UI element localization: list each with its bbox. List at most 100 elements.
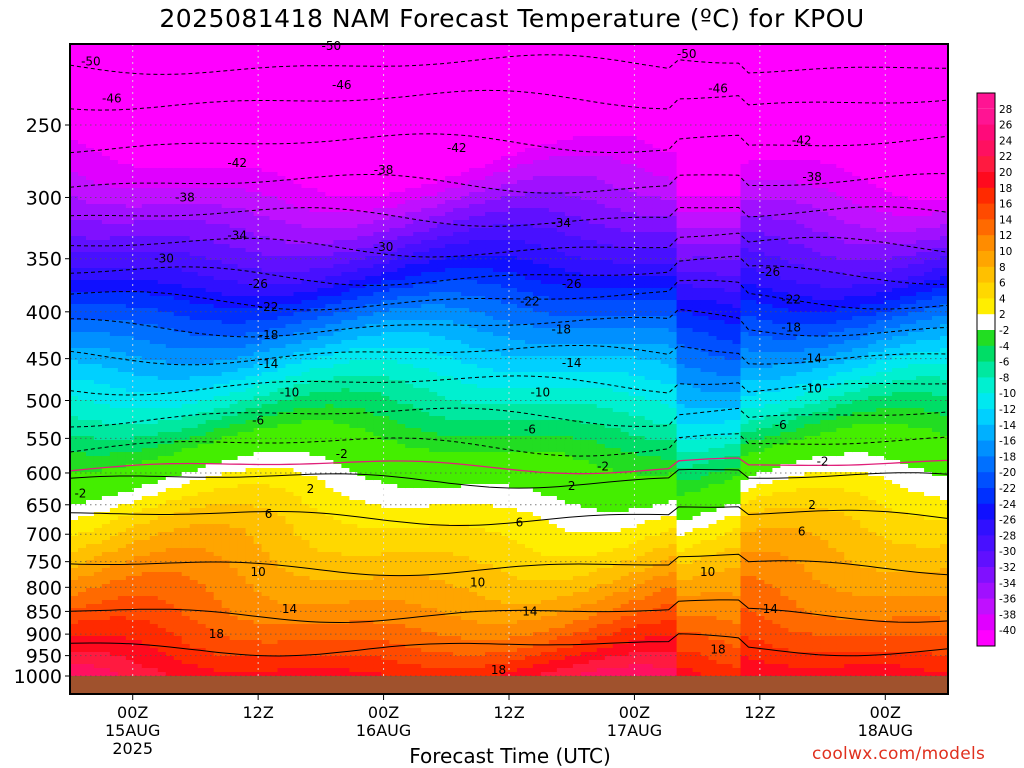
temperature-cell — [78, 224, 87, 229]
temperature-cell — [309, 600, 319, 605]
temperature-cell — [269, 452, 279, 457]
temperature-cell — [117, 324, 127, 329]
temperature-cell — [133, 292, 143, 297]
temperature-cell — [189, 152, 199, 157]
temperature-cell — [285, 432, 295, 437]
temperature-cell — [117, 548, 127, 553]
temperature-cell — [253, 220, 263, 225]
temperature-cell — [78, 132, 87, 137]
temperature-cell — [205, 536, 215, 541]
temperature-cell — [197, 464, 207, 469]
temperature-cell — [245, 72, 255, 77]
temperature-cell — [70, 232, 79, 237]
temperature-cell — [285, 216, 295, 221]
temperature-cell — [261, 248, 271, 253]
temperature-cell — [245, 564, 255, 569]
temperature-cell — [205, 332, 215, 337]
temperature-cell — [93, 280, 103, 285]
temperature-cell — [317, 272, 326, 277]
temperature-cell — [109, 268, 119, 273]
temperature-cell — [301, 76, 311, 81]
temperature-cell — [293, 124, 303, 129]
temperature-cell — [253, 604, 263, 609]
temperature-cell — [125, 136, 135, 141]
temperature-cell — [101, 264, 111, 269]
temperature-cell — [78, 596, 87, 601]
temperature-cell — [181, 500, 191, 505]
temperature-cell — [245, 252, 255, 257]
temperature-cell — [86, 220, 95, 225]
temperature-cell — [261, 324, 271, 329]
temperature-cell — [317, 52, 326, 57]
temperature-cell — [133, 124, 143, 129]
temperature-cell — [157, 100, 167, 105]
temperature-cell — [101, 260, 111, 265]
temperature-cell — [317, 296, 326, 301]
temperature-cell — [221, 180, 231, 185]
temperature-cell — [261, 576, 271, 581]
temperature-cell — [133, 176, 143, 181]
temperature-cell — [205, 568, 215, 573]
temperature-cell — [93, 208, 103, 213]
temperature-cell — [101, 328, 111, 333]
temperature-cell — [245, 660, 255, 665]
temperature-cell — [141, 56, 151, 61]
temperature-cell — [78, 624, 87, 629]
temperature-cell — [93, 176, 103, 181]
temperature-cell — [181, 396, 191, 401]
temperature-cell — [86, 140, 95, 145]
temperature-cell — [141, 428, 151, 433]
temperature-cell — [173, 352, 183, 357]
temperature-cell — [149, 172, 159, 177]
temperature-cell — [285, 360, 295, 365]
temperature-cell — [269, 184, 279, 189]
temperature-cell — [205, 596, 215, 601]
temperature-cell — [293, 112, 303, 117]
temperature-cell — [221, 200, 231, 205]
temperature-cell — [213, 384, 223, 389]
temperature-cell — [269, 112, 279, 117]
temperature-cell — [165, 204, 175, 209]
temperature-cell — [309, 480, 319, 485]
temperature-cell — [269, 264, 279, 269]
temperature-cell — [277, 424, 287, 429]
temperature-cell — [261, 264, 271, 269]
temperature-cell — [245, 604, 255, 609]
temperature-cell — [229, 516, 239, 521]
temperature-cell — [309, 460, 319, 465]
temperature-cell — [205, 228, 215, 233]
temperature-cell — [253, 440, 263, 445]
temperature-cell — [205, 256, 215, 261]
temperature-cell — [78, 488, 87, 493]
temperature-cell — [165, 656, 175, 661]
temperature-cell — [181, 100, 191, 105]
temperature-cell — [293, 560, 303, 565]
temperature-cell — [277, 84, 287, 89]
temperature-cell — [197, 336, 207, 341]
temperature-cell — [197, 340, 207, 345]
temperature-cell — [269, 620, 279, 625]
temperature-cell — [125, 488, 135, 493]
temperature-cell — [301, 448, 311, 453]
temperature-cell — [293, 56, 303, 61]
temperature-cell — [269, 292, 279, 297]
temperature-cell — [277, 140, 287, 145]
temperature-cell — [157, 332, 167, 337]
temperature-cell — [213, 308, 223, 313]
temperature-cell — [109, 408, 119, 413]
temperature-cell — [165, 636, 175, 641]
temperature-cell — [78, 56, 87, 61]
temperature-cell — [213, 400, 223, 405]
temperature-cell — [181, 280, 191, 285]
temperature-cell — [181, 668, 191, 673]
temperature-cell — [237, 668, 247, 673]
temperature-cell — [133, 268, 143, 273]
temperature-cell — [86, 80, 95, 85]
temperature-cell — [181, 60, 191, 65]
temperature-cell — [213, 492, 223, 497]
temperature-cell — [293, 180, 303, 185]
temperature-cell — [229, 628, 239, 633]
temperature-cell — [157, 188, 167, 193]
temperature-cell — [181, 264, 191, 269]
temperature-cell — [133, 172, 143, 177]
